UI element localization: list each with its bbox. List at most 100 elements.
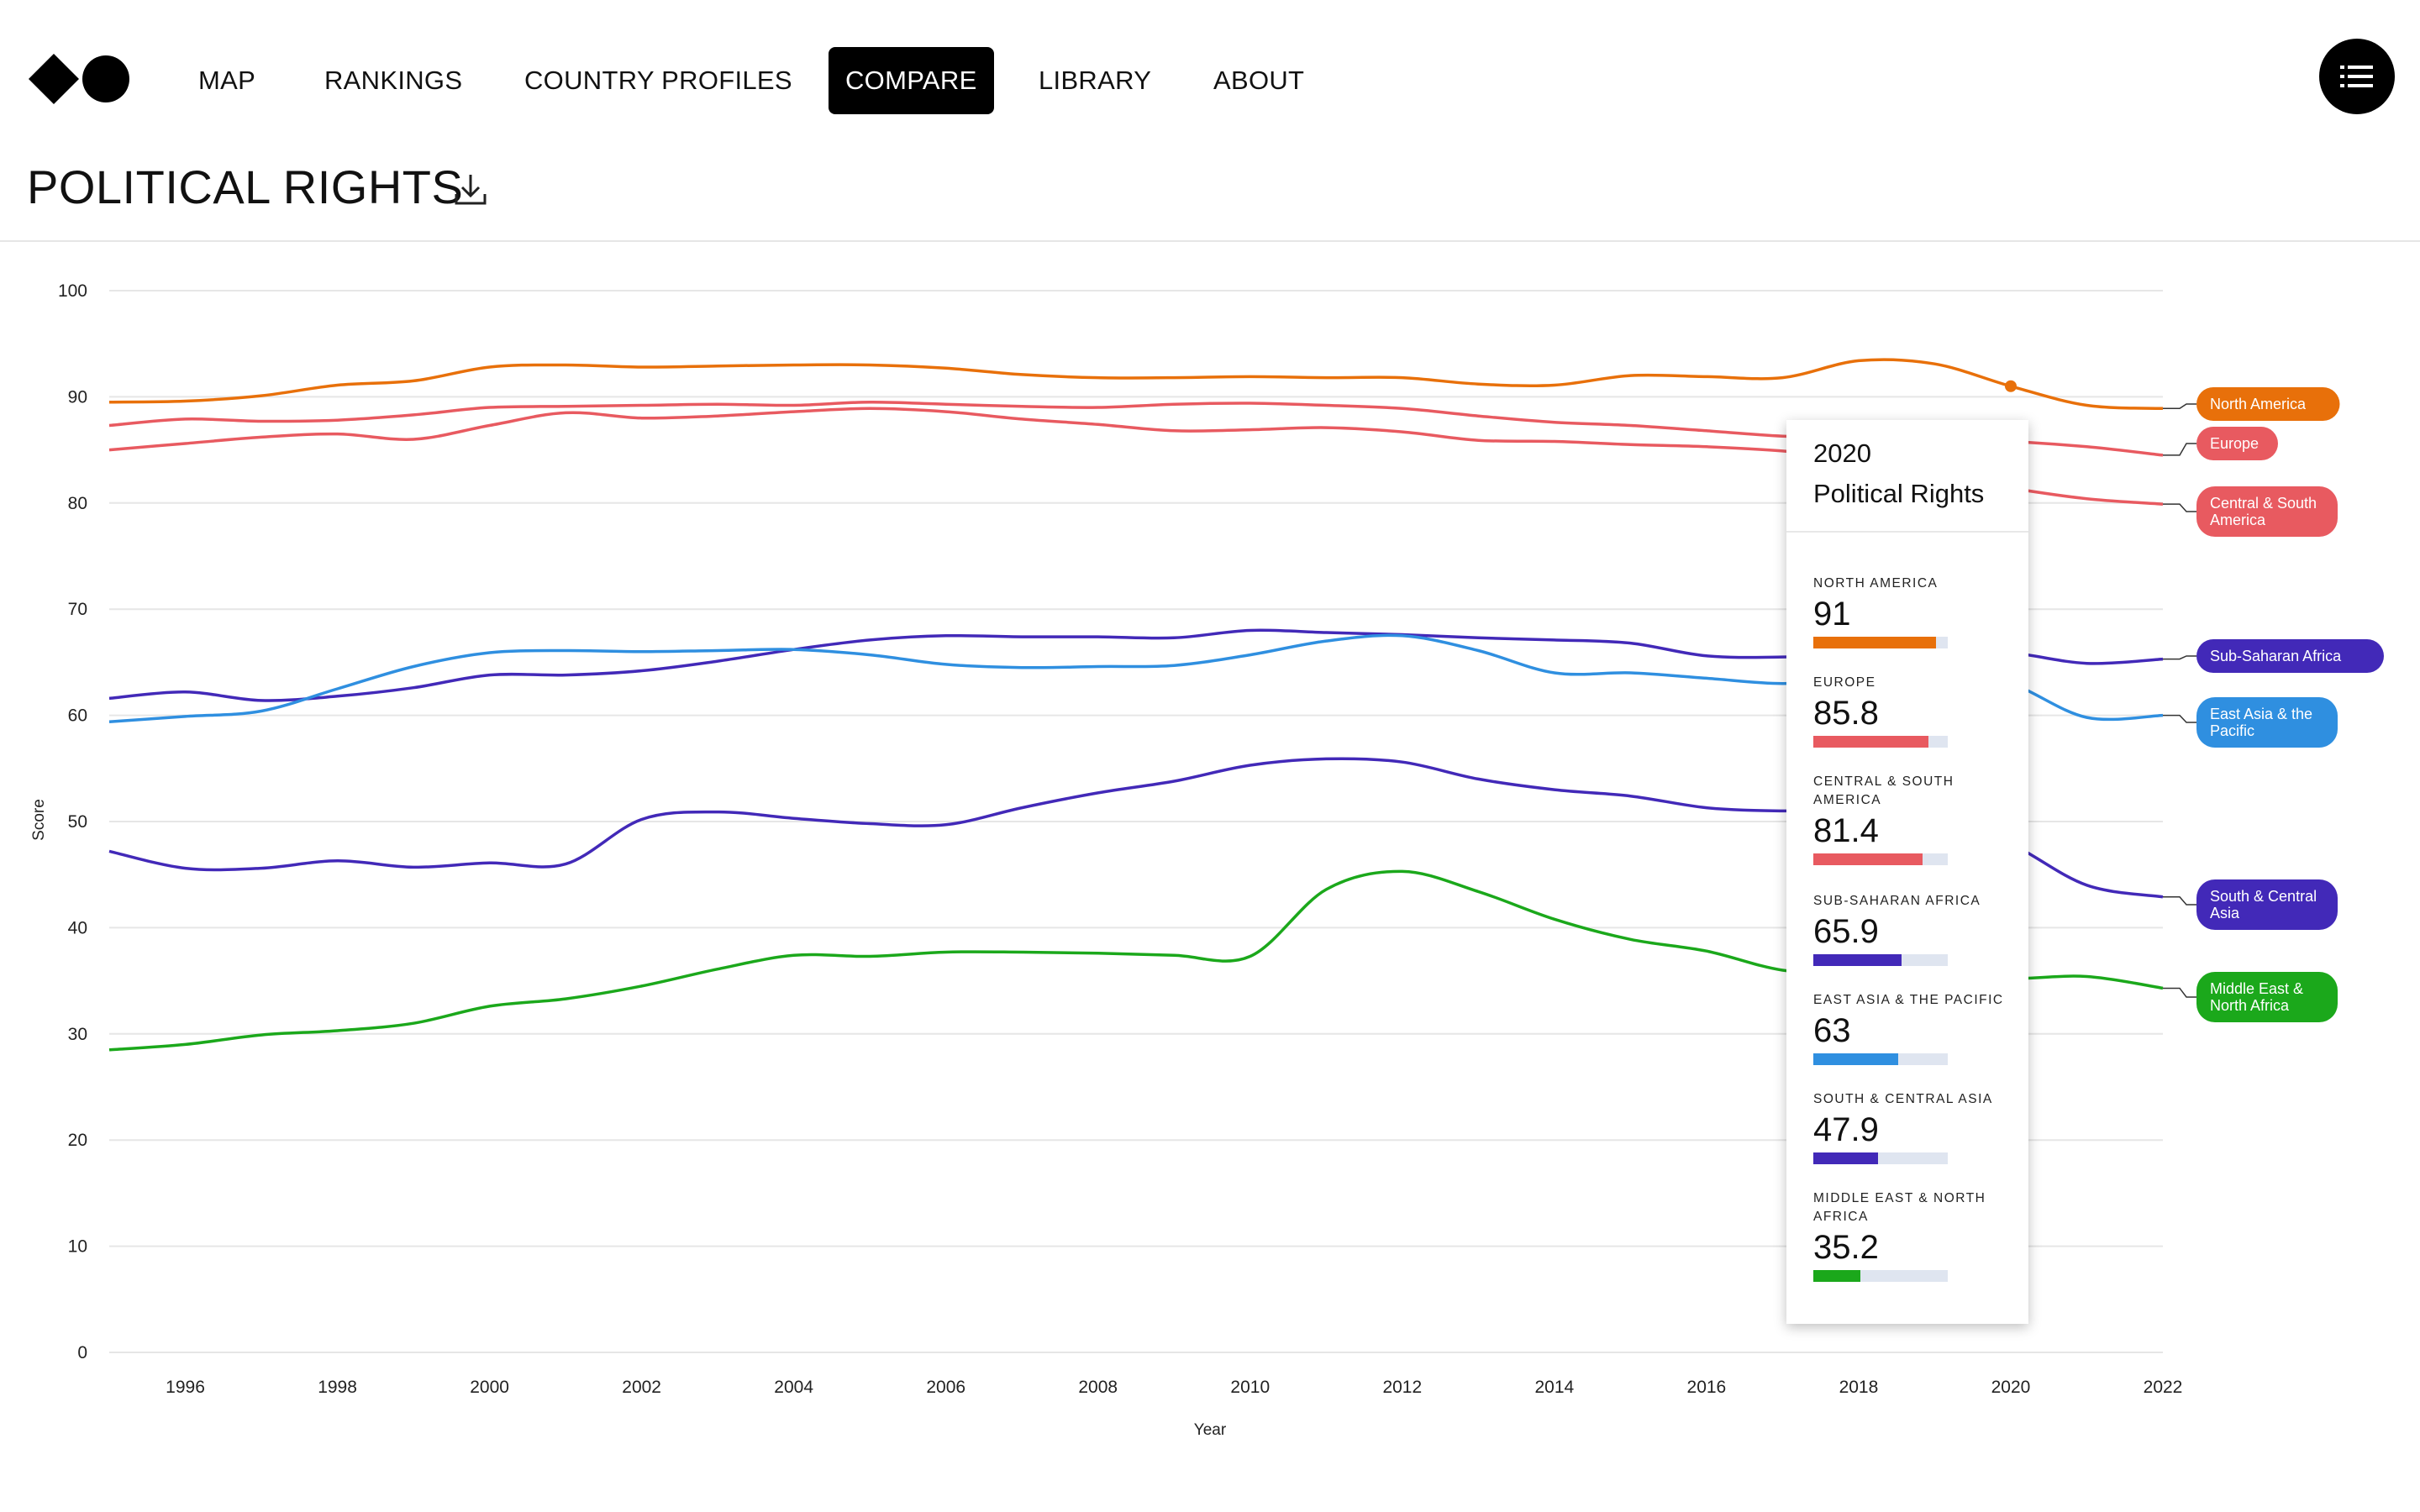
tooltip-item-south-and-central-asia: South & Central Asia 47.9 [1813, 1090, 2015, 1164]
tooltip-item-name: East Asia & the Pacific [1813, 993, 2004, 1007]
x-tick-label: 2022 [2144, 1378, 2183, 1397]
y-tick-label: 0 [77, 1343, 87, 1362]
tooltip-item-bar-fill [1813, 1053, 1898, 1065]
x-tick-label: 2016 [1687, 1378, 1727, 1397]
nav-about[interactable]: ABOUT [1213, 66, 1305, 95]
tooltip-item-bar-fill [1813, 1270, 1861, 1282]
page-title: POLITICAL RIGHTS [27, 160, 464, 213]
tooltip-item-bar-track [1813, 853, 1948, 865]
tooltip-item-value: 65.9 [1813, 913, 1879, 950]
label-connector [2163, 987, 2196, 998]
nav-country-profiles[interactable]: COUNTRY PROFILES [524, 66, 792, 95]
tooltip-item-bar-fill [1813, 637, 1936, 648]
y-tick-label: 90 [68, 387, 87, 407]
tooltip-item-north-america: North America 91 [1813, 575, 2015, 648]
header-divider [0, 240, 2420, 242]
series-line-north-america[interactable] [108, 358, 2164, 411]
y-tick-label: 100 [58, 281, 87, 301]
tooltip-item-bar-fill [1813, 954, 1902, 966]
line-label-central-and-south-america[interactable]: Central & South America [2163, 486, 2338, 537]
x-tick-label: 2000 [470, 1378, 509, 1397]
tooltip-item-name: Central & South America [1813, 774, 1954, 807]
label-connector [2163, 403, 2196, 410]
tooltip-item-central-and-south-america: Central & South America 81.4 [1813, 773, 2015, 865]
tooltip-item-bar-track [1813, 637, 1948, 648]
label-pill [2196, 972, 2338, 1022]
label-connector [2163, 655, 2196, 660]
label-text: Middle East & North Africa [2210, 980, 2303, 1014]
tooltip-item-name: South & Central Asia [1813, 1092, 1993, 1106]
x-axis-label: Year [1194, 1421, 1227, 1439]
label-pill [2196, 427, 2278, 460]
y-tick-label: 60 [68, 706, 87, 726]
nav-compare[interactable]: COMPARE [829, 47, 994, 114]
y-tick-label: 30 [68, 1025, 87, 1044]
line-label-south-and-central-asia[interactable]: South & Central Asia [2163, 879, 2338, 930]
tooltip-item-bar-fill [1813, 1152, 1878, 1164]
label-text: East Asia & the Pacific [2210, 706, 2312, 739]
x-tick-label: 2008 [1078, 1378, 1118, 1397]
menu-button[interactable] [2319, 39, 2395, 114]
tooltip-item-bar-track [1813, 954, 1948, 966]
tooltip-item-value: 35.2 [1813, 1229, 1879, 1266]
line-label-middle-east-and-north-africa[interactable]: Middle East & North Africa [2163, 972, 2338, 1022]
x-tick-label: 2020 [1991, 1378, 2031, 1397]
tooltip-item-value: 85.8 [1813, 695, 1879, 732]
label-pill [2196, 486, 2338, 537]
x-tick-label: 1996 [166, 1378, 205, 1397]
tooltip-item-value: 47.9 [1813, 1111, 1879, 1148]
label-text: South & Central Asia [2210, 888, 2317, 921]
tooltip-metric: Political Rights [1813, 479, 1985, 508]
x-tick-label: 2002 [622, 1378, 661, 1397]
tooltip-item-east-asia-and-the-pacific: East Asia & the Pacific 63 [1813, 991, 2015, 1065]
hover-point [2004, 380, 2017, 392]
line-label-east-asia-and-the-pacific[interactable]: East Asia & the Pacific [2163, 697, 2338, 748]
x-tick-label: 2004 [774, 1378, 813, 1397]
tooltip-item-europe: Europe 85.8 [1813, 674, 2015, 748]
download-icon[interactable] [452, 171, 489, 208]
tooltip-item-name: Middle East & North Africa [1813, 1191, 1986, 1224]
tooltip-item-value: 91 [1813, 596, 1851, 633]
line-chart: 0 10 20 30 40 50 60 70 80 90 100 1996 1998 2000 2002 2… [30, 281, 2384, 1439]
tooltip-item-bar-track [1813, 736, 1948, 748]
tooltip-item-bar-track [1813, 1053, 1948, 1065]
label-text: Central & South America [2210, 495, 2317, 528]
label-text: Sub-Saharan Africa [2210, 648, 2342, 664]
nav-map[interactable]: MAP [198, 66, 256, 95]
tooltip-item-sub-saharan-africa: Sub-Saharan Africa 65.9 [1813, 892, 2015, 966]
logo-icon[interactable] [27, 52, 136, 106]
line-label-north-america[interactable]: North America [2163, 387, 2340, 421]
hover-tooltip: 2020 Political Rights North America 91 Eur… [1786, 420, 2028, 1324]
x-tick-label: 2012 [1382, 1378, 1422, 1397]
y-tick-label: 20 [68, 1131, 87, 1150]
tooltip-item-value: 63 [1813, 1012, 1851, 1049]
nav-library[interactable]: LIBRARY [1039, 66, 1152, 95]
tooltip-item-bar-track [1813, 1270, 1948, 1282]
x-tick-label: 2006 [926, 1378, 965, 1397]
x-tick-label: 2010 [1230, 1378, 1270, 1397]
label-text: Europe [2210, 435, 2259, 452]
label-pill [2196, 387, 2340, 421]
x-tick-label: 1998 [318, 1378, 357, 1397]
line-label-sub-saharan-africa[interactable]: Sub-Saharan Africa [2163, 639, 2384, 673]
tooltip-divider [1786, 531, 2028, 533]
tooltip-item-name: Sub-Saharan Africa [1813, 894, 1981, 908]
tooltip-item-bar-track [1813, 1152, 1948, 1164]
label-connector [2163, 714, 2196, 723]
label-text: North America [2210, 396, 2307, 412]
line-label-europe[interactable]: Europe [2163, 427, 2278, 460]
y-tick-label: 50 [68, 812, 87, 832]
line-end-labels: North America Europe Central & South Americ… [2163, 387, 2384, 1022]
y-axis-label: Score [30, 799, 48, 841]
y-tick-labels: 0 10 20 30 40 50 60 70 80 90 100 [58, 281, 87, 1362]
list-menu-icon [2340, 66, 2373, 87]
y-tick-label: 70 [68, 600, 87, 619]
tooltip-item-bar-fill [1813, 736, 1929, 748]
tooltip-item-value: 81.4 [1813, 812, 1879, 849]
nav-rankings[interactable]: RANKINGS [324, 66, 463, 95]
x-tick-label: 2014 [1534, 1378, 1574, 1397]
tooltip-item-name: Europe [1813, 675, 1876, 690]
label-pill [2196, 639, 2384, 673]
label-connector [2163, 503, 2196, 512]
label-connector [2163, 443, 2196, 456]
